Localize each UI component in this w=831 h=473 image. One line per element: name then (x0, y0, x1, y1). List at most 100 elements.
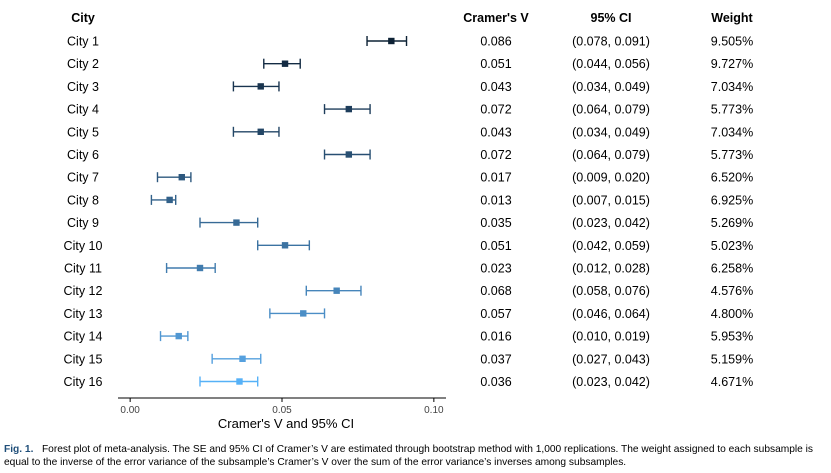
forest-row: City 9 0.035 (0.023, 0.042) 5.269% (67, 216, 753, 230)
weight-value: 4.576% (711, 284, 753, 298)
estimate-value: 0.035 (480, 216, 511, 230)
point-estimate (300, 310, 307, 317)
estimate-value: 0.057 (480, 307, 511, 321)
x-axis: 0.00 0.05 0.10 Cramer's V and 95% CI (118, 397, 446, 430)
weight-value: 5.773% (711, 148, 753, 162)
point-estimate (166, 196, 173, 204)
row-label: City 7 (67, 171, 99, 185)
point-estimate (233, 219, 240, 226)
ci-value: (0.023, 0.042) (572, 375, 650, 389)
ci-value: (0.078, 0.091) (572, 35, 650, 49)
weight-value: 7.034% (711, 80, 753, 94)
x-tick-label: 0.10 (424, 405, 444, 416)
point-estimate (175, 332, 182, 340)
estimate-value: 0.036 (480, 375, 511, 389)
ci-value: (0.010, 0.019) (572, 330, 650, 344)
estimate-value: 0.016 (480, 330, 511, 344)
header-ci: 95% CI (591, 11, 632, 25)
row-label: City 4 (67, 103, 99, 117)
row-label: City 16 (64, 375, 103, 389)
point-estimate (345, 105, 353, 113)
estimate-value: 0.072 (480, 148, 511, 162)
weight-value: 4.671% (711, 375, 753, 389)
caption-label: Fig. 1. (4, 444, 34, 455)
weight-value: 5.953% (711, 330, 753, 344)
row-label: City 12 (64, 284, 103, 298)
forest-row: City 16 0.036 (0.023, 0.042) 4.671% (64, 375, 754, 389)
point-estimate (196, 264, 204, 272)
row-label: City 8 (67, 193, 99, 207)
point-estimate (236, 378, 243, 385)
forest-row: City 1 0.086 (0.078, 0.091) 9.505% (67, 35, 753, 49)
ci-value: (0.007, 0.015) (572, 193, 650, 207)
estimate-value: 0.043 (480, 125, 511, 139)
row-label: City 10 (64, 239, 103, 253)
weight-value: 4.800% (711, 307, 753, 321)
point-estimate (257, 83, 264, 90)
forest-row: City 11 0.023 (0.012, 0.028) 6.258% (64, 262, 753, 276)
forest-row: City 13 0.057 (0.046, 0.064) 4.800% (64, 307, 754, 321)
estimate-value: 0.023 (480, 262, 511, 276)
ci-value: (0.042, 0.059) (572, 239, 650, 253)
ci-value: (0.027, 0.043) (572, 352, 650, 366)
point-estimate (257, 128, 264, 135)
estimate-value: 0.013 (480, 193, 511, 207)
row-label: City 2 (67, 57, 99, 71)
estimate-value: 0.068 (480, 284, 511, 298)
forest-plot: City Cramer's V 95% CI Weight City 1 0.08… (64, 11, 754, 430)
estimate-value: 0.017 (480, 171, 511, 185)
estimate-value: 0.043 (480, 80, 511, 94)
forest-rows: City 1 0.086 (0.078, 0.091) 9.505% City 2 0.0… (64, 35, 754, 390)
x-tick-label: 0.05 (272, 405, 292, 416)
forest-row: City 2 0.051 (0.044, 0.056) 9.727% (67, 57, 753, 71)
x-tick-label: 0.00 (120, 405, 140, 416)
weight-value: 6.925% (711, 193, 753, 207)
point-estimate (239, 355, 246, 362)
figure-caption: Fig. 1. Forest plot of meta-analysis. Th… (4, 443, 828, 469)
column-headers: City Cramer's V 95% CI Weight (71, 11, 753, 25)
forest-row: City 3 0.043 (0.034, 0.049) 7.034% (67, 80, 753, 94)
forest-row: City 15 0.037 (0.027, 0.043) 5.159% (64, 352, 754, 366)
header-weight: Weight (711, 11, 753, 25)
row-label: City 3 (67, 80, 99, 94)
ci-value: (0.046, 0.064) (572, 307, 650, 321)
header-estimate: Cramer's V (463, 11, 529, 25)
row-label: City 11 (64, 262, 102, 276)
ci-value: (0.044, 0.056) (572, 57, 650, 71)
ci-value: (0.064, 0.079) (572, 148, 650, 162)
point-estimate (388, 37, 395, 45)
weight-value: 5.159% (711, 352, 753, 366)
row-label: City 9 (67, 216, 99, 230)
forest-row: City 12 0.068 (0.058, 0.076) 4.576% (64, 284, 754, 298)
point-estimate (281, 60, 289, 67)
forest-row: City 14 0.016 (0.010, 0.019) 5.953% (64, 330, 754, 344)
forest-row: City 8 0.013 (0.007, 0.015) 6.925% (67, 193, 753, 207)
weight-value: 9.505% (711, 35, 753, 49)
ci-value: (0.058, 0.076) (572, 284, 650, 298)
ci-value: (0.034, 0.049) (572, 125, 650, 139)
row-label: City 13 (64, 307, 103, 321)
weight-value: 5.023% (711, 239, 753, 253)
row-label: City 14 (64, 330, 103, 344)
estimate-value: 0.086 (480, 35, 511, 49)
point-estimate (281, 242, 289, 249)
weight-value: 7.034% (711, 125, 753, 139)
x-axis-title: Cramer's V and 95% CI (218, 416, 354, 430)
row-label: City 15 (64, 352, 103, 366)
ci-value: (0.012, 0.028) (572, 262, 650, 276)
forest-row: City 5 0.043 (0.034, 0.049) 7.034% (67, 125, 753, 139)
ci-value: (0.034, 0.049) (572, 80, 650, 94)
estimate-value: 0.072 (480, 103, 511, 117)
forest-row: City 7 0.017 (0.009, 0.020) 6.520% (67, 171, 753, 185)
ci-value: (0.064, 0.079) (572, 103, 650, 117)
row-label: City 1 (67, 35, 99, 49)
weight-value: 9.727% (711, 57, 753, 71)
point-estimate (345, 151, 353, 158)
forest-row: City 4 0.072 (0.064, 0.079) 5.773% (67, 103, 753, 117)
weight-value: 5.773% (711, 103, 753, 117)
row-label: City 5 (67, 125, 99, 139)
caption-text: Forest plot of meta-analysis. The SE and… (4, 444, 814, 468)
point-estimate (178, 174, 185, 181)
row-label: City 6 (67, 148, 99, 162)
header-city: City (71, 11, 95, 25)
